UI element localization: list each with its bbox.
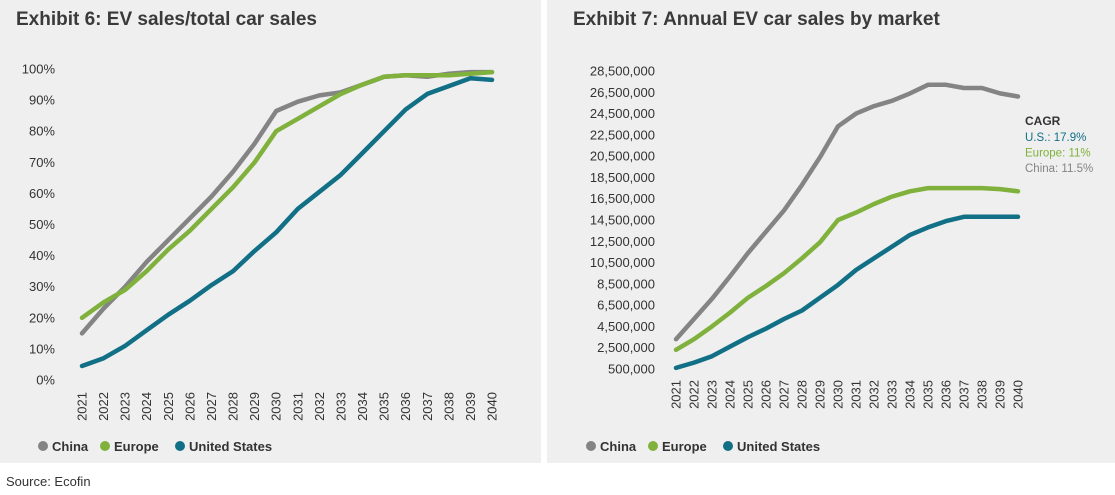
x-tick-label: 2038 bbox=[441, 392, 456, 421]
x-tick-label: 2037 bbox=[420, 392, 435, 421]
x-tick-label: 2023 bbox=[118, 392, 133, 421]
x-tick-label: 2036 bbox=[398, 392, 413, 421]
x-tick-label: 2031 bbox=[849, 380, 864, 409]
x-tick-label: 2028 bbox=[795, 380, 810, 409]
x-tick-label: 2034 bbox=[355, 392, 370, 421]
x-tick-label: 2034 bbox=[903, 380, 918, 409]
y-tick-label: 14,500,000 bbox=[590, 213, 655, 228]
exhibit-6-panel: Exhibit 6: EV sales/total car sales 0% 10… bbox=[0, 0, 541, 463]
y-tick-label: 90% bbox=[29, 93, 55, 108]
x-tick-label: 2029 bbox=[247, 392, 262, 421]
legend-label: Europe bbox=[114, 439, 159, 454]
series-line-europe bbox=[79, 69, 495, 321]
x-tick-label: 2025 bbox=[741, 380, 756, 409]
x-tick-label: 2036 bbox=[939, 380, 954, 409]
legend-label: China bbox=[52, 439, 89, 454]
y-tick-label: 2,500,000 bbox=[597, 340, 655, 355]
legend-label: United States bbox=[189, 439, 272, 454]
series-line-united-states bbox=[673, 214, 1021, 371]
x-tick-label: 2022 bbox=[96, 392, 111, 421]
y-tick-label: 500,000 bbox=[608, 362, 655, 377]
x-tick-label: 2022 bbox=[687, 380, 702, 409]
x-tick-label: 2038 bbox=[975, 380, 990, 409]
x-tick-label: 2021 bbox=[75, 392, 90, 421]
series-line-china bbox=[79, 69, 495, 336]
y-tick-label: 40% bbox=[29, 248, 55, 263]
x-tick-label: 2024 bbox=[139, 392, 154, 421]
x-tick-label: 2025 bbox=[161, 392, 176, 421]
y-tick-label: 100% bbox=[22, 62, 56, 77]
x-tick-label: 2033 bbox=[885, 380, 900, 409]
legend-marker bbox=[723, 441, 733, 451]
y-tick-label: 20% bbox=[29, 310, 55, 325]
annotation-line: China: 11.5% bbox=[1025, 163, 1093, 175]
legend-marker bbox=[38, 441, 48, 451]
x-tick-label: 2039 bbox=[463, 392, 478, 421]
series-line-united-states bbox=[79, 76, 495, 369]
x-tick-label: 2029 bbox=[813, 380, 828, 409]
annotation-heading: CAGR bbox=[1025, 114, 1061, 128]
y-tick-label: 10% bbox=[29, 341, 55, 356]
x-tick-label: 2037 bbox=[957, 380, 972, 409]
source-note: Source: Ecofin bbox=[6, 474, 91, 489]
x-tick-label: 2035 bbox=[377, 392, 392, 421]
y-tick-label: 28,500,000 bbox=[590, 64, 655, 79]
y-tick-label: 10,500,000 bbox=[590, 255, 655, 270]
y-tick-label: 18,500,000 bbox=[590, 170, 655, 185]
y-tick-label: 30% bbox=[29, 279, 55, 294]
x-tick-label: 2032 bbox=[867, 380, 882, 409]
series-line-china bbox=[673, 82, 1021, 342]
y-tick-label: 4,500,000 bbox=[597, 319, 655, 334]
y-tick-label: 60% bbox=[29, 186, 55, 201]
x-tick-label: 2023 bbox=[705, 380, 720, 409]
legend-marker bbox=[586, 441, 596, 451]
legend-marker bbox=[648, 441, 658, 451]
y-tick-label: 26,500,000 bbox=[590, 85, 655, 100]
exhibit-7-chart: 500,000 2,500,000 4,500,000 6,500,000 8,500,… bbox=[586, 64, 1093, 454]
x-tick-label: 2030 bbox=[831, 380, 846, 409]
x-tick-label: 2032 bbox=[312, 392, 327, 421]
legend-label: United States bbox=[737, 439, 820, 454]
y-tick-label: 50% bbox=[29, 217, 55, 232]
y-tick-label: 22,500,000 bbox=[590, 127, 655, 142]
y-tick-label: 80% bbox=[29, 124, 55, 139]
y-tick-label: 8,500,000 bbox=[597, 276, 655, 291]
x-tick-label: 2035 bbox=[921, 380, 936, 409]
annotation-line: Europe: 11% bbox=[1025, 148, 1091, 160]
y-tick-label: 16,500,000 bbox=[590, 191, 655, 206]
x-tick-label: 2028 bbox=[226, 392, 241, 421]
chart-title: Exhibit 7: Annual EV car sales by market bbox=[573, 9, 940, 30]
x-tick-label: 2027 bbox=[204, 392, 219, 421]
exhibit-6-chart: 0% 10% 20% 30% 40% 50% 60% 70% 80% 90% 100% 2021 202… bbox=[22, 62, 500, 455]
legend-marker bbox=[100, 441, 110, 451]
legend-marker bbox=[175, 441, 185, 451]
x-tick-label: 2040 bbox=[1011, 380, 1026, 409]
x-tick-label: 2033 bbox=[333, 392, 348, 421]
series-line-europe bbox=[673, 185, 1021, 353]
x-tick-label: 2031 bbox=[290, 392, 305, 421]
x-tick-label: 2026 bbox=[759, 380, 774, 409]
y-tick-label: 20,500,000 bbox=[590, 149, 655, 164]
y-tick-label: 24,500,000 bbox=[590, 106, 655, 121]
x-tick-label: 2026 bbox=[182, 392, 197, 421]
y-tick-label: 70% bbox=[29, 155, 55, 170]
y-tick-label: 6,500,000 bbox=[597, 298, 655, 313]
x-tick-label: 2030 bbox=[269, 392, 284, 421]
x-tick-label: 2021 bbox=[669, 380, 684, 409]
legend-label: Europe bbox=[662, 439, 707, 454]
exhibit-7-panel: Exhibit 7: Annual EV car sales by market… bbox=[547, 0, 1115, 463]
y-tick-label: 0% bbox=[36, 373, 55, 388]
x-tick-label: 2024 bbox=[723, 380, 738, 409]
x-tick-label: 2040 bbox=[485, 392, 500, 421]
annotation-line: U.S.: 17.9% bbox=[1025, 132, 1086, 144]
x-tick-label: 2027 bbox=[777, 380, 792, 409]
y-tick-label: 12,500,000 bbox=[590, 234, 655, 249]
x-tick-label: 2039 bbox=[993, 380, 1008, 409]
chart-title: Exhibit 6: EV sales/total car sales bbox=[16, 9, 317, 30]
legend-label: China bbox=[600, 439, 637, 454]
